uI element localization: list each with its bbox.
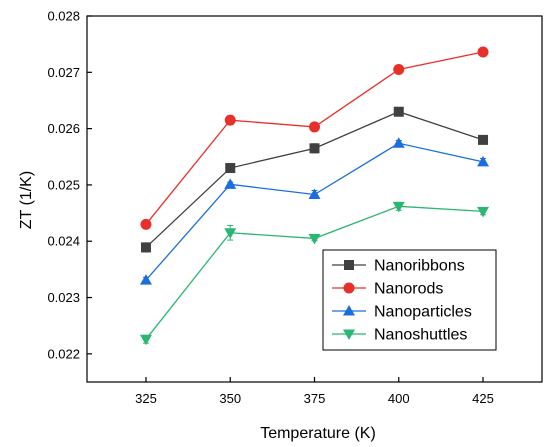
data-point-nanorods — [393, 63, 405, 75]
legend: Nanoribbons Nanorods Nanoparticles Nanoshut… — [322, 249, 497, 351]
y-tick-label: 0.027 — [47, 65, 80, 80]
y-tick-label: 0.026 — [47, 121, 80, 136]
y-tick-label: 0.024 — [47, 234, 80, 249]
data-point-nanoribbons — [393, 106, 404, 117]
data-point-nanoribbons — [309, 143, 320, 154]
x-tick-label: 325 — [135, 391, 157, 406]
series-nanoparticles — [139, 137, 490, 285]
data-point-nanoribbons — [225, 163, 236, 174]
legend-item-nanoribbons: Nanoribbons — [332, 258, 465, 275]
data-point-nanoparticles — [224, 178, 237, 189]
data-point-nanoparticles — [477, 155, 490, 167]
series-nanoribbons — [140, 106, 489, 253]
legend-marker — [343, 305, 355, 316]
data-point-nanoparticles — [392, 137, 405, 148]
data-point-nanoshuttles — [139, 334, 152, 346]
data-point-nanoshuttles — [308, 233, 321, 245]
legend-item-nanoparticles: Nanoparticles — [332, 304, 472, 321]
x-axis-ticks: 325 350 375 400 425 — [135, 377, 494, 406]
legend-item-nanoshuttles: Nanoshuttles — [332, 327, 467, 344]
data-point-nanorods — [309, 121, 320, 133]
y-tick-label: 0.023 — [47, 290, 80, 305]
legend-label: Nanoparticles — [374, 304, 472, 321]
y-tick-label: 0.028 — [47, 9, 80, 24]
data-point-nanorods — [140, 218, 152, 230]
x-tick-label: 350 — [219, 391, 241, 406]
legend-marker — [343, 329, 355, 340]
data-point-nanorods — [224, 114, 236, 126]
y-tick-label: 0.022 — [47, 346, 80, 361]
x-tick-label: 375 — [304, 391, 326, 406]
y-tick-label: 0.025 — [47, 177, 80, 192]
x-axis-label: Temperature (K) — [260, 425, 376, 442]
legend-marker — [344, 260, 354, 270]
data-point-nanoribbons — [478, 134, 489, 145]
data-point-nanoshuttles — [477, 206, 490, 218]
legend-marker — [343, 282, 355, 294]
data-point-nanoshuttles — [224, 228, 237, 239]
data-point-nanoshuttles — [392, 201, 405, 213]
data-point-nanorods — [477, 46, 489, 58]
legend-label: Nanoribbons — [374, 258, 465, 275]
y-axis-label: ZT (1/K) — [18, 171, 35, 229]
series-nanorods — [140, 46, 489, 230]
data-point-nanoparticles — [139, 274, 152, 285]
y-axis-ticks: 0.022 0.023 0.024 0.025 0.026 0.027 0.028 — [47, 9, 92, 361]
data-point-nanoparticles — [308, 188, 321, 199]
x-tick-label: 400 — [388, 391, 410, 406]
series-nanoshuttles — [139, 201, 490, 346]
data-point-nanoribbons — [140, 242, 151, 253]
legend-label: Nanoshuttles — [374, 327, 467, 344]
x-tick-label: 425 — [472, 391, 494, 406]
legend-item-nanorods: Nanorods — [332, 281, 443, 298]
series-layer — [139, 46, 490, 346]
legend-label: Nanorods — [374, 281, 443, 298]
